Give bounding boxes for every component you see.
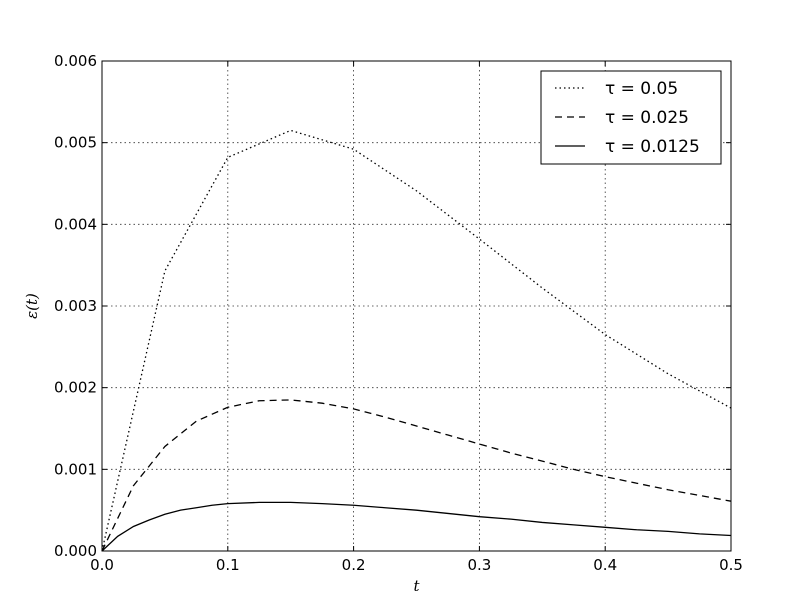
x-tick-label: 0.1 <box>216 556 240 574</box>
series-line-solid <box>101 501 732 552</box>
legend-label: τ = 0.025 <box>605 108 689 128</box>
legend-label: τ = 0.0125 <box>605 137 700 157</box>
y-tick-label: 0.002 <box>54 379 97 397</box>
x-axis-label: t <box>413 577 420 595</box>
y-axis-label: ε(t) <box>23 293 41 319</box>
y-tick-label: 0.006 <box>54 52 97 70</box>
x-tick-label: 0.3 <box>467 556 491 574</box>
series-layer <box>101 129 732 552</box>
y-tick-label: 0.001 <box>54 460 97 478</box>
x-tick-label: 0.2 <box>342 556 366 574</box>
series-line-dashed <box>101 399 732 552</box>
x-tick-label: 0.0 <box>90 556 114 574</box>
y-tick-label: 0.005 <box>54 134 97 152</box>
legend: τ = 0.05 τ = 0.025 τ = 0.0125 <box>540 70 722 165</box>
x-tick-label: 0.4 <box>593 556 617 574</box>
tick-layer: 0.0 0.1 0.2 0.3 0.4 0.5 0.000 0.001 0.002 0.003 0.… <box>54 52 743 574</box>
x-tick-label: 0.5 <box>719 556 743 574</box>
series-line-dotted <box>101 129 732 552</box>
y-tick-label: 0.003 <box>54 297 97 315</box>
y-tick-label: 0.000 <box>54 542 97 560</box>
y-tick-label: 0.004 <box>54 215 97 233</box>
legend-label: τ = 0.05 <box>605 79 678 99</box>
